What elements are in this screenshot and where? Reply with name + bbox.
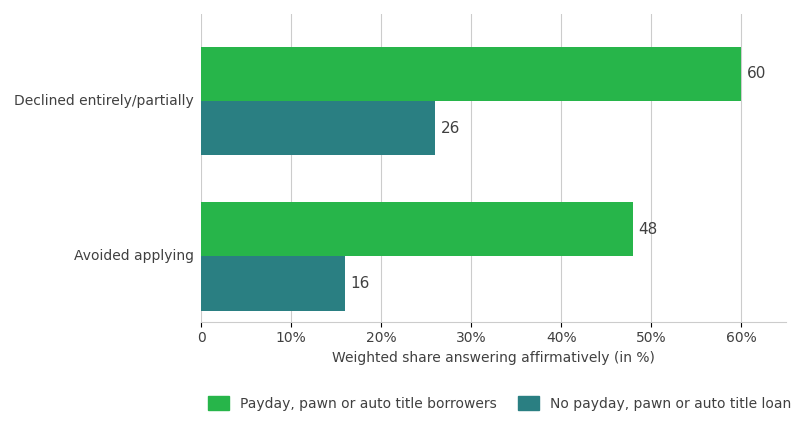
Text: 26: 26 (441, 120, 460, 135)
Text: 60: 60 (746, 66, 766, 81)
Bar (202, 202, 633, 256)
Text: Avoided applying: Avoided applying (74, 249, 194, 263)
Bar (202, 101, 435, 155)
Legend: Payday, pawn or auto title borrowers, No payday, pawn or auto title loan: Payday, pawn or auto title borrowers, No… (208, 396, 791, 411)
Text: 16: 16 (350, 276, 370, 291)
Bar (202, 46, 741, 101)
Bar (202, 256, 346, 310)
Text: 48: 48 (638, 221, 658, 237)
Text: Declined entirely/partially: Declined entirely/partially (14, 94, 194, 108)
X-axis label: Weighted share answering affirmatively (in %): Weighted share answering affirmatively (… (332, 351, 655, 365)
